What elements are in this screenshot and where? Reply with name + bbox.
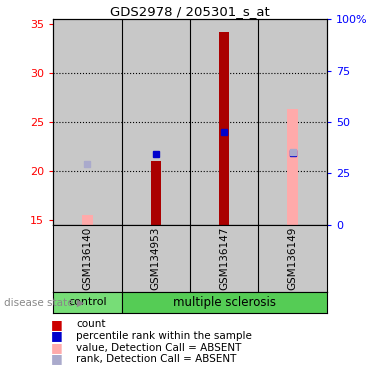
Text: GSM134953: GSM134953 [151, 227, 161, 290]
Text: value, Detection Call = ABSENT: value, Detection Call = ABSENT [76, 343, 241, 353]
Text: ■: ■ [51, 341, 63, 354]
Bar [190, 225, 258, 292]
Bar [258, 225, 327, 292]
Text: disease state ▶: disease state ▶ [4, 297, 84, 308]
Text: rank, Detection Call = ABSENT: rank, Detection Call = ABSENT [76, 354, 236, 364]
Bar [190, 19, 258, 225]
Text: GSM136140: GSM136140 [82, 227, 92, 290]
Bar [53, 19, 122, 225]
Text: count: count [76, 319, 106, 329]
Bar [258, 19, 327, 225]
Text: ■: ■ [51, 329, 63, 343]
Bar [53, 292, 122, 313]
Text: percentile rank within the sample: percentile rank within the sample [76, 331, 252, 341]
Bar [219, 32, 230, 225]
Bar [288, 109, 298, 225]
Title: GDS2978 / 205301_s_at: GDS2978 / 205301_s_at [110, 5, 270, 18]
Bar [122, 225, 190, 292]
Bar [122, 292, 327, 313]
Bar [82, 215, 93, 225]
Bar [122, 19, 190, 225]
Text: GSM136147: GSM136147 [219, 227, 229, 290]
Bar [150, 161, 161, 225]
Text: multiple sclerosis: multiple sclerosis [173, 296, 276, 309]
Text: ■: ■ [51, 318, 63, 331]
Text: control: control [68, 297, 107, 308]
Text: GSM136149: GSM136149 [288, 227, 298, 290]
Bar [53, 225, 122, 292]
Text: ■: ■ [51, 353, 63, 366]
